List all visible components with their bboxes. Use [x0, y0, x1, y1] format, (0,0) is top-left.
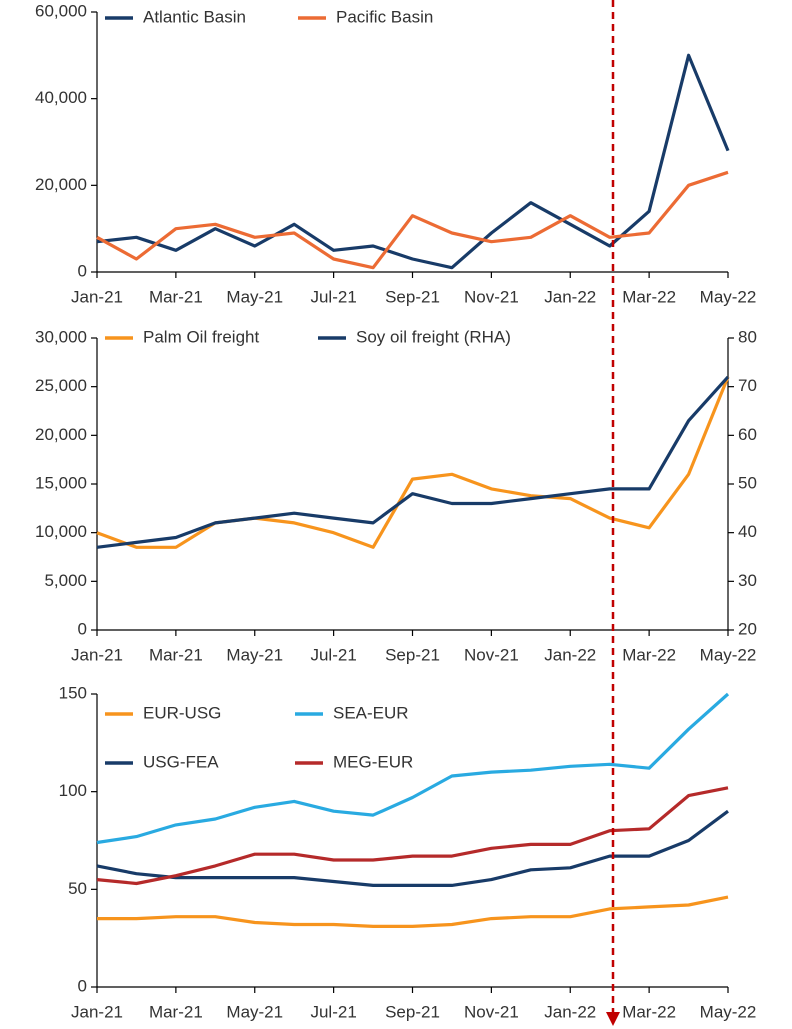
y-tick-label: 0 [78, 261, 87, 280]
y-tick-label: 30,000 [35, 327, 87, 346]
y-tick-label: 5,000 [44, 571, 87, 590]
x-tick-label: May-21 [226, 1002, 283, 1021]
x-tick-label: Jul-21 [310, 1002, 356, 1021]
y2-tick-label: 40 [738, 522, 757, 541]
y2-tick-label: 70 [738, 376, 757, 395]
y-tick-label: 10,000 [35, 522, 87, 541]
x-tick-label: Jan-21 [71, 287, 123, 306]
series-line [96, 375, 730, 549]
y2-tick-label: 80 [738, 327, 757, 346]
y-tick-label: 40,000 [35, 88, 87, 107]
x-tick-label: Nov-21 [464, 645, 519, 664]
x-tick-label: Mar-22 [622, 645, 676, 664]
legend-label: Pacific Basin [336, 7, 433, 26]
x-tick-label: Mar-21 [149, 645, 203, 664]
x-tick-label: May-22 [700, 645, 757, 664]
x-tick-label: Jan-21 [71, 1002, 123, 1021]
series-line [96, 786, 729, 886]
y-tick-label: 150 [59, 683, 87, 702]
series-line [96, 170, 729, 270]
legend-label: Palm Oil freight [143, 327, 259, 346]
x-tick-label: Jan-22 [544, 645, 596, 664]
y-tick-label: 25,000 [35, 376, 87, 395]
y-tick-label: 100 [59, 781, 87, 800]
x-tick-label: Jan-22 [544, 1002, 596, 1021]
y2-tick-label: 50 [738, 473, 757, 492]
x-tick-label: May-22 [700, 1002, 757, 1021]
x-tick-label: Nov-21 [464, 1002, 519, 1021]
series-line [96, 376, 730, 549]
legend-label: Soy oil freight (RHA) [356, 327, 511, 346]
x-tick-label: Mar-21 [149, 287, 203, 306]
x-tick-label: Jan-22 [544, 287, 596, 306]
x-tick-label: Mar-22 [622, 1002, 676, 1021]
x-tick-label: Sep-21 [385, 1002, 440, 1021]
y-tick-label: 50 [68, 879, 87, 898]
y-tick-label: 20,000 [35, 425, 87, 444]
series-line [97, 895, 729, 928]
y2-tick-label: 60 [738, 425, 757, 444]
y2-tick-label: 30 [738, 571, 757, 590]
x-tick-label: Sep-21 [385, 645, 440, 664]
x-tick-label: Mar-21 [149, 1002, 203, 1021]
x-tick-label: May-21 [226, 645, 283, 664]
y-tick-label: 60,000 [35, 1, 87, 20]
x-tick-label: May-22 [700, 287, 757, 306]
legend-label: Atlantic Basin [143, 7, 246, 26]
legend-label: SEA-EUR [333, 703, 409, 722]
y-tick-label: 0 [78, 976, 87, 995]
y-tick-label: 15,000 [35, 473, 87, 492]
x-tick-label: Jan-21 [71, 645, 123, 664]
x-tick-label: Jul-21 [310, 287, 356, 306]
x-tick-label: Mar-22 [622, 287, 676, 306]
legend-label: MEG-EUR [333, 752, 413, 771]
series-line [96, 809, 729, 887]
legend-label: EUR-USG [143, 703, 221, 722]
x-tick-label: May-21 [226, 287, 283, 306]
legend-label: USG-FEA [143, 752, 219, 771]
y2-tick-label: 20 [738, 619, 757, 638]
x-tick-label: Jul-21 [310, 645, 356, 664]
event-arrow [606, 1012, 620, 1026]
x-tick-label: Sep-21 [385, 287, 440, 306]
y-tick-label: 0 [78, 619, 87, 638]
series-line [96, 692, 730, 845]
y-tick-label: 20,000 [35, 175, 87, 194]
x-tick-label: Nov-21 [464, 287, 519, 306]
